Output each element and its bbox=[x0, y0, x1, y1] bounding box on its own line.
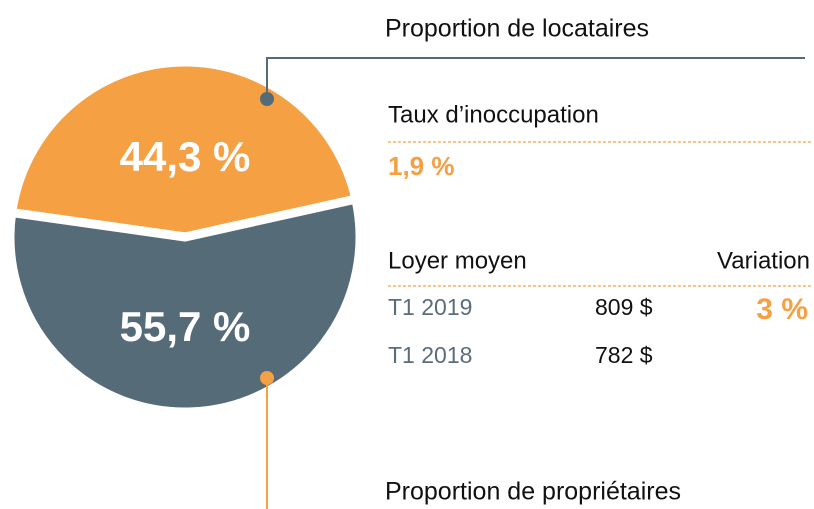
pie: 44,3 % 55,7 % bbox=[5, 57, 365, 417]
leader-line bbox=[266, 57, 805, 99]
legend-label: Proportion de locataires bbox=[385, 15, 649, 43]
leader-dot bbox=[260, 92, 274, 106]
table-header: Variation bbox=[717, 247, 810, 274]
legend-label: Proportion de propriétaires bbox=[385, 478, 681, 506]
vacancy-label: Taux d’inoccupation bbox=[388, 101, 599, 128]
rent-amount: 782 $ bbox=[595, 342, 653, 368]
variation: 3 % bbox=[756, 293, 808, 326]
rent-amount: 809 $ bbox=[595, 294, 653, 320]
period: T1 2019 bbox=[388, 294, 472, 320]
slice-label: 55,7 % bbox=[120, 303, 251, 350]
pie-slice bbox=[6, 57, 362, 242]
pie-slice bbox=[5, 193, 365, 417]
vacancy-value: 1,9 % bbox=[388, 151, 455, 181]
slice-label: 44,3 % bbox=[120, 133, 251, 180]
leader-dot bbox=[260, 371, 274, 385]
table-header: Loyer moyen bbox=[388, 247, 527, 274]
period: T1 2018 bbox=[388, 342, 472, 368]
